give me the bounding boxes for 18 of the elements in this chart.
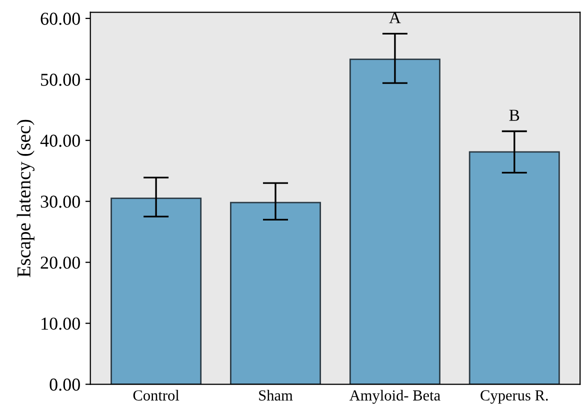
y-tick-label: 0.00	[50, 378, 80, 391]
y-axis-title: Escape latency (sec)	[16, 120, 34, 278]
y-tick-label: 30.00	[40, 196, 80, 208]
bar	[468, 151, 560, 384]
x-tick-label: Sham	[259, 390, 293, 401]
bar	[349, 58, 440, 384]
x-tick-label: Control	[133, 390, 180, 401]
y-tick-label: 20.00	[40, 256, 80, 269]
y-tick-label: 10.00	[42, 318, 80, 330]
annotation: B	[509, 110, 520, 121]
x-tick-label: Amyloid- Beta	[349, 390, 440, 404]
y-tick-label: 40.00	[40, 134, 80, 147]
bar	[230, 202, 321, 384]
bar	[110, 198, 202, 384]
annotation: A	[389, 12, 401, 24]
y-tick-label: 50.00	[41, 74, 80, 86]
x-tick-label: Cyperus R.	[480, 390, 548, 404]
y-tick-label: 60.00	[40, 12, 80, 25]
